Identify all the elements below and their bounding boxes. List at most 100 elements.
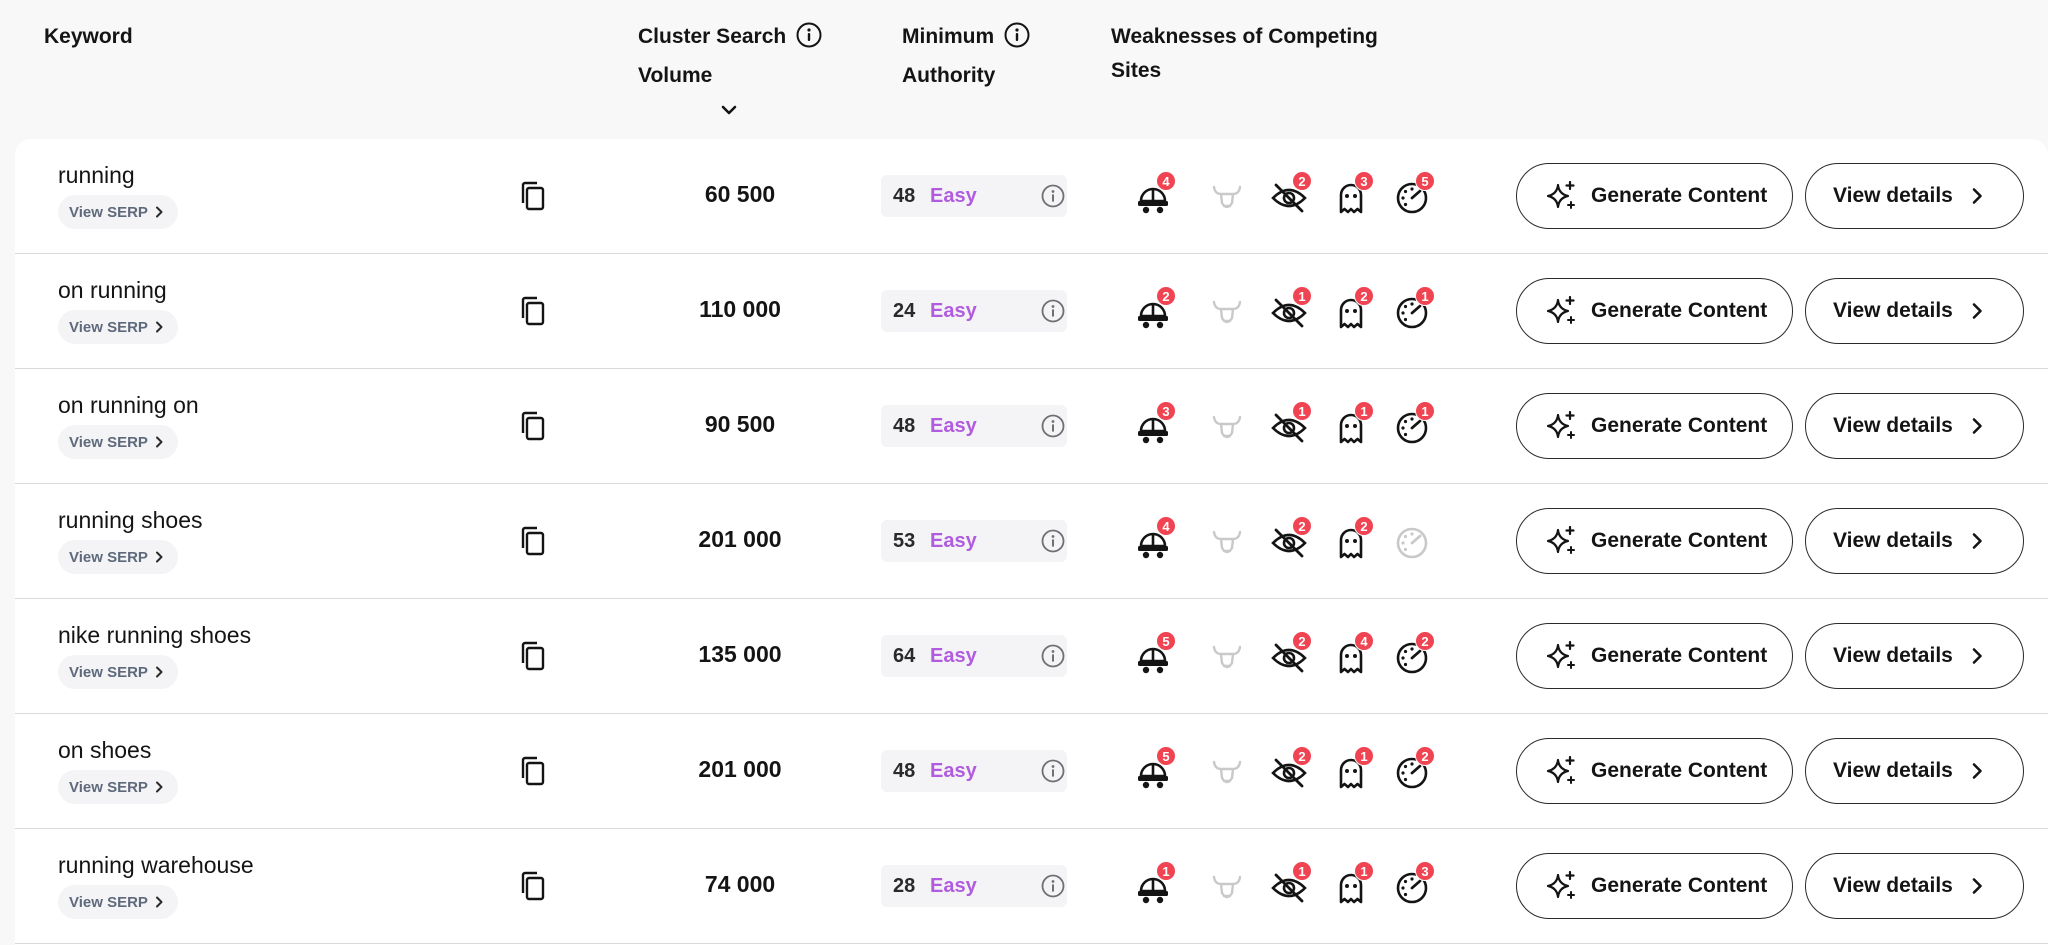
view-serp-button[interactable]: View SERP — [58, 770, 178, 804]
eye-slash-icon[interactable]: 1 — [1270, 401, 1312, 447]
header-minimum-authority[interactable]: Minimum Authority — [902, 20, 1030, 93]
chevron-right-icon — [1972, 533, 1982, 549]
keyword-text: on running on — [58, 392, 199, 418]
keyword-text: on running — [58, 277, 167, 303]
generate-content-button[interactable]: Generate Content — [1516, 853, 1793, 919]
view-serp-button[interactable]: View SERP — [58, 425, 178, 459]
copy-icon[interactable] — [518, 640, 548, 677]
construction-icon[interactable]: 3 — [1134, 401, 1176, 447]
view-serp-button[interactable]: View SERP — [58, 885, 178, 919]
info-icon[interactable] — [1041, 529, 1065, 558]
copy-icon[interactable] — [518, 410, 548, 447]
generate-content-button[interactable]: Generate Content — [1516, 278, 1793, 344]
chevron-right-icon — [155, 551, 163, 563]
view-serp-label: View SERP — [69, 318, 148, 336]
ghost-icon[interactable]: 2 — [1332, 286, 1374, 332]
weakness-count-badge: 2 — [1292, 171, 1312, 191]
view-serp-label: View SERP — [69, 778, 148, 796]
construction-icon[interactable]: 5 — [1134, 631, 1176, 677]
copy-icon[interactable] — [518, 870, 548, 907]
eye-slash-icon[interactable]: 1 — [1270, 861, 1312, 907]
info-icon[interactable] — [1041, 184, 1065, 213]
info-icon[interactable] — [1041, 299, 1065, 328]
sparkle-icon — [1546, 410, 1575, 439]
view-serp-label: View SERP — [69, 663, 148, 681]
speedometer-icon[interactable]: 5 — [1393, 171, 1435, 217]
info-icon[interactable] — [796, 22, 822, 59]
view-details-button[interactable]: View details — [1805, 738, 2024, 804]
info-icon[interactable] — [1041, 414, 1065, 443]
eye-slash-icon[interactable]: 2 — [1270, 171, 1312, 217]
info-icon[interactable] — [1041, 874, 1065, 903]
weakness-count-badge: 2 — [1292, 746, 1312, 766]
generate-content-button[interactable]: Generate Content — [1516, 508, 1793, 574]
speedometer-icon[interactable]: 1 — [1393, 286, 1435, 332]
chevron-right-icon — [1972, 878, 1982, 894]
view-serp-button[interactable]: View SERP — [58, 540, 178, 574]
eye-slash-icon[interactable]: 2 — [1270, 746, 1312, 792]
ghost-icon[interactable]: 3 — [1332, 171, 1374, 217]
weakness-count-badge: 5 — [1415, 171, 1435, 191]
weakness-count-badge: 3 — [1354, 171, 1374, 191]
eye-slash-icon[interactable]: 2 — [1270, 631, 1312, 677]
ghost-icon[interactable]: 2 — [1332, 516, 1374, 562]
view-details-button[interactable]: View details — [1805, 623, 2024, 689]
construction-icon[interactable]: 5 — [1134, 746, 1176, 792]
view-details-button[interactable]: View details — [1805, 853, 2024, 919]
eye-slash-icon[interactable]: 2 — [1270, 516, 1312, 562]
table-row: on running View SERP 110 000 24 Easy 2 1… — [15, 254, 2048, 369]
view-serp-button[interactable]: View SERP — [58, 195, 178, 229]
construction-icon[interactable]: 4 — [1134, 516, 1176, 562]
view-serp-label: View SERP — [69, 548, 148, 566]
sparkle-icon — [1546, 755, 1575, 784]
table-row: on running on View SERP 90 500 48 Easy 3… — [15, 369, 2048, 484]
table-row: running shoes View SERP 201 000 53 Easy … — [15, 484, 2048, 599]
chevron-right-icon — [1972, 418, 1982, 434]
generate-content-button[interactable]: Generate Content — [1516, 738, 1793, 804]
copy-icon[interactable] — [518, 525, 548, 562]
construction-icon[interactable]: 1 — [1134, 861, 1176, 907]
info-icon[interactable] — [1041, 759, 1065, 788]
ghost-icon[interactable]: 1 — [1332, 861, 1374, 907]
bull-icon — [1208, 524, 1246, 562]
view-details-button[interactable]: View details — [1805, 393, 2024, 459]
info-icon[interactable] — [1041, 644, 1065, 673]
weakness-count-badge: 4 — [1354, 631, 1374, 651]
ghost-icon[interactable]: 4 — [1332, 631, 1374, 677]
speedometer-icon[interactable]: 1 — [1393, 401, 1435, 447]
generate-content-button[interactable]: Generate Content — [1516, 623, 1793, 689]
view-details-button[interactable]: View details — [1805, 278, 2024, 344]
view-serp-label: View SERP — [69, 203, 148, 221]
construction-icon[interactable]: 2 — [1134, 286, 1176, 332]
speedometer-icon[interactable]: 2 — [1393, 746, 1435, 792]
header-keyword[interactable]: Keyword — [44, 25, 133, 48]
weakness-count-badge: 2 — [1292, 516, 1312, 536]
difficulty-level: Easy — [930, 415, 977, 437]
construction-icon[interactable]: 4 — [1134, 171, 1176, 217]
copy-icon[interactable] — [518, 755, 548, 792]
chevron-right-icon — [155, 896, 163, 908]
view-details-button[interactable]: View details — [1805, 163, 2024, 229]
view-serp-button[interactable]: View SERP — [58, 655, 178, 689]
copy-icon[interactable] — [518, 180, 548, 217]
copy-icon[interactable] — [518, 295, 548, 332]
table-row: running View SERP 60 500 48 Easy 4 2 3 5 — [15, 139, 2048, 254]
generate-content-button[interactable]: Generate Content — [1516, 163, 1793, 229]
sort-chevron-down-icon[interactable] — [717, 98, 741, 127]
authority-badge: 24 Easy — [881, 290, 1067, 332]
header-cluster-search-volume[interactable]: Cluster Search Volume — [638, 20, 822, 93]
speedometer-icon[interactable]: 2 — [1393, 631, 1435, 677]
generate-content-button[interactable]: Generate Content — [1516, 393, 1793, 459]
weakness-count-badge: 1 — [1354, 861, 1374, 881]
chevron-right-icon — [1972, 648, 1982, 664]
ghost-icon[interactable]: 1 — [1332, 746, 1374, 792]
weakness-count-badge: 1 — [1415, 286, 1435, 306]
view-serp-button[interactable]: View SERP — [58, 310, 178, 344]
ghost-icon[interactable]: 1 — [1332, 401, 1374, 447]
cluster-search-volume: 110 000 — [699, 296, 781, 322]
eye-slash-icon[interactable]: 1 — [1270, 286, 1312, 332]
authority-score: 48 — [893, 760, 916, 782]
info-icon[interactable] — [1004, 22, 1030, 59]
view-details-button[interactable]: View details — [1805, 508, 2024, 574]
speedometer-icon[interactable]: 3 — [1393, 861, 1435, 907]
